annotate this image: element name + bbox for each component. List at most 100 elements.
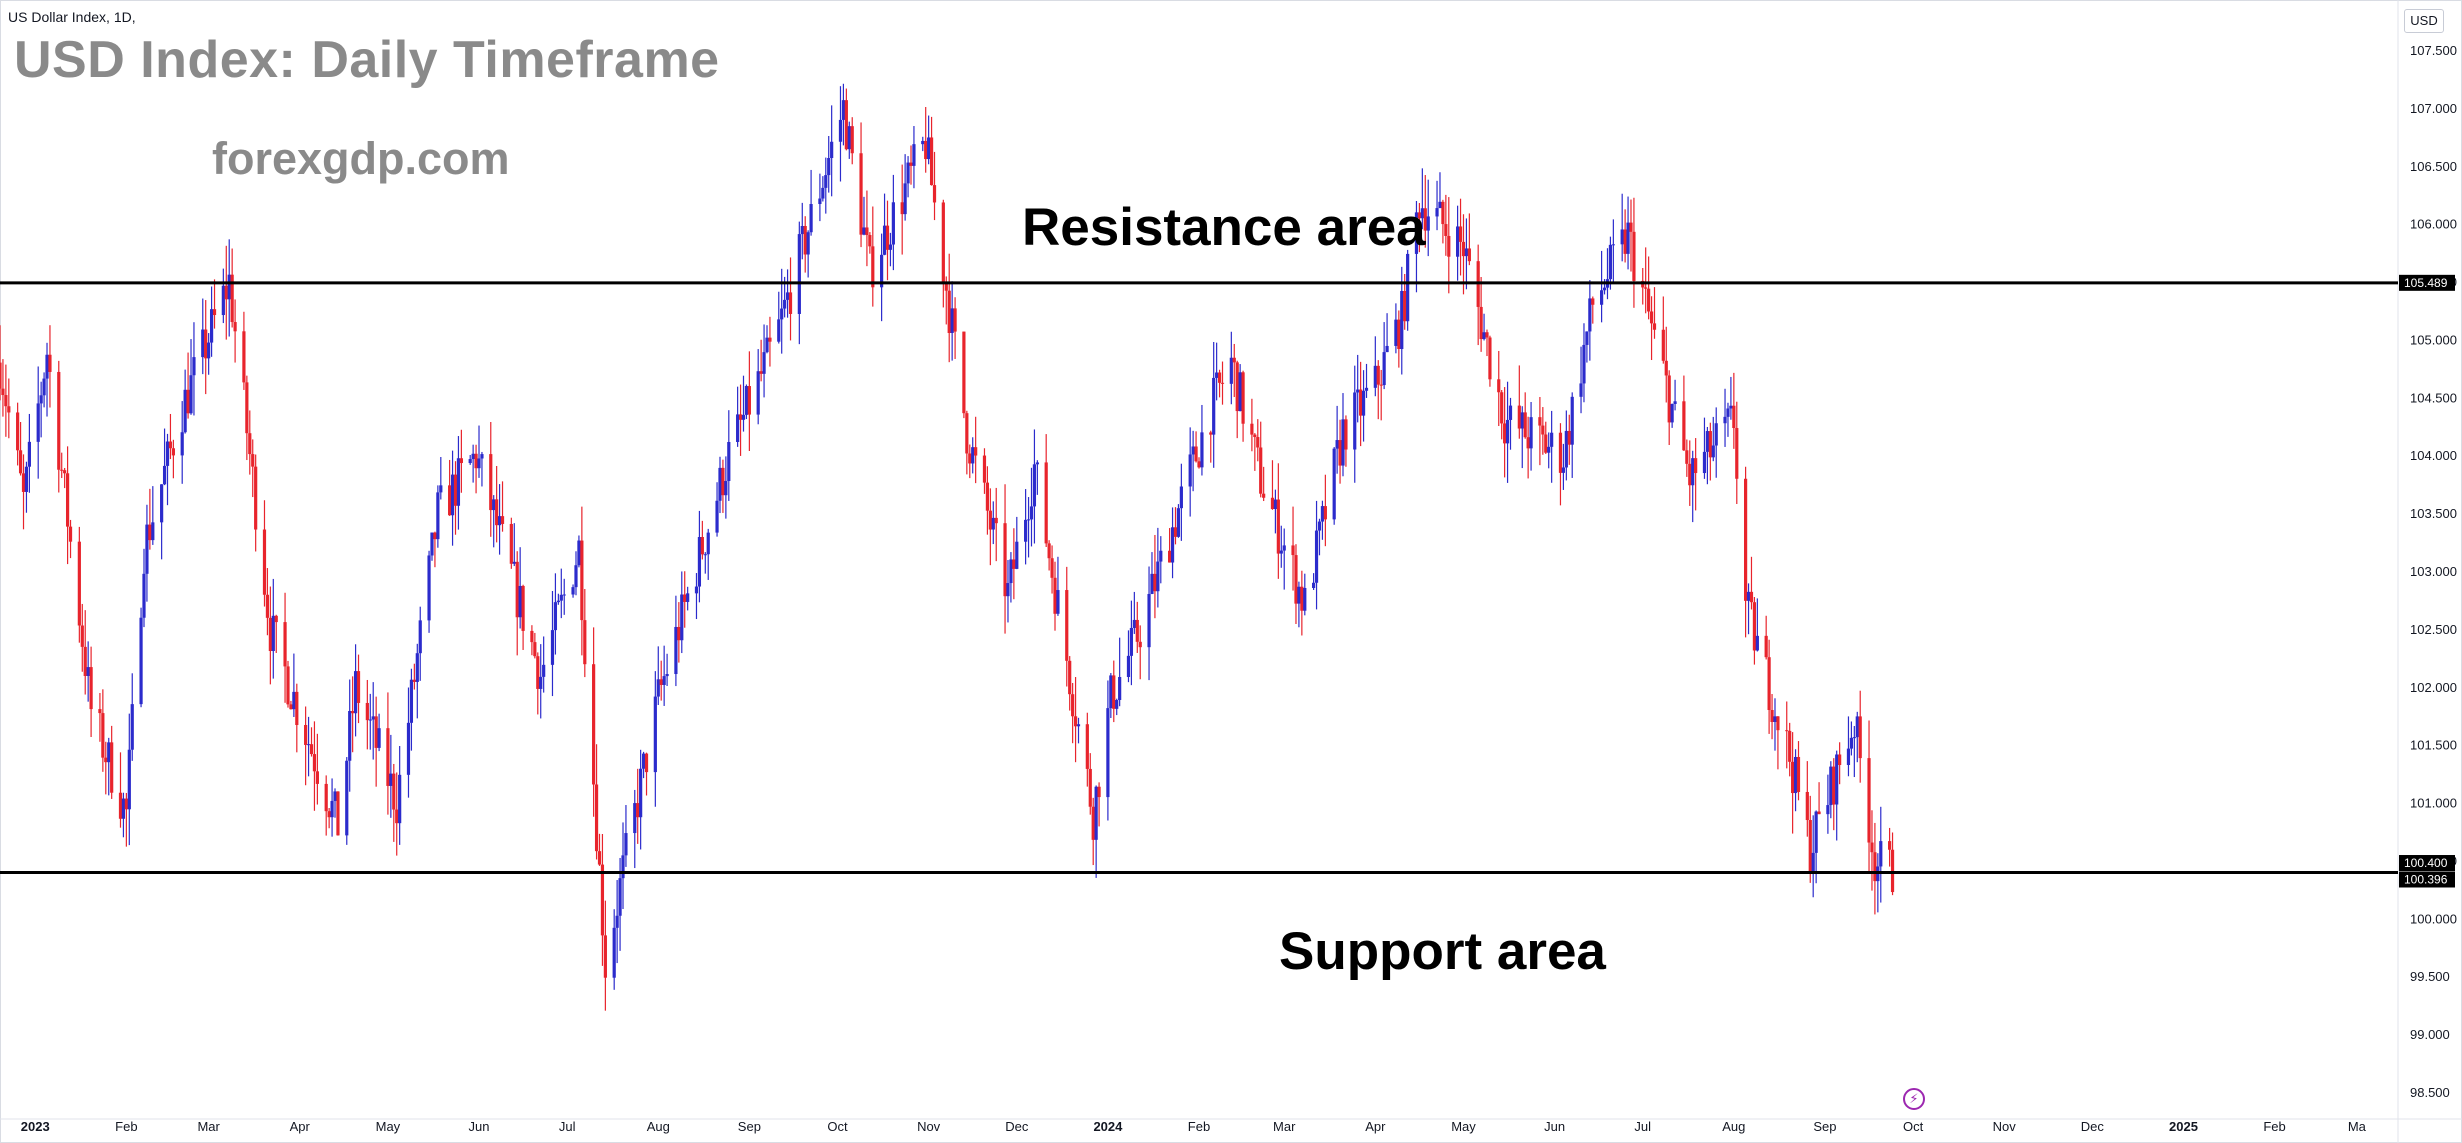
candle-body <box>821 187 825 199</box>
candle-body <box>1723 416 1727 424</box>
candle-body <box>844 100 848 150</box>
candle-body <box>0 362 2 389</box>
candle-body <box>471 453 475 460</box>
candle-body <box>1670 403 1674 423</box>
candle-body <box>233 322 237 332</box>
candle-body <box>1796 756 1801 792</box>
candle-body <box>89 667 93 710</box>
candle-body <box>371 716 375 720</box>
candle-body <box>415 653 419 682</box>
support-price-badge-bg <box>2399 871 2455 888</box>
y-tick-label: 107.500 <box>2410 43 2457 58</box>
candle-body <box>1312 582 1316 588</box>
candle-body <box>204 329 208 359</box>
watermark: forexgdp.com <box>212 133 510 184</box>
candle-body <box>756 371 760 415</box>
y-tick-label: 101.000 <box>2410 796 2457 811</box>
candle-body <box>744 386 749 415</box>
symbol-label[interactable]: US Dollar Index, 1D, <box>8 9 136 25</box>
candle-body <box>1420 208 1424 219</box>
x-tick-label: 2024 <box>1093 1119 1123 1134</box>
candle-body <box>98 709 102 714</box>
candle-body <box>1517 405 1521 429</box>
candle-body <box>148 524 152 541</box>
candle-body <box>1209 432 1213 435</box>
candle-body <box>1417 212 1422 219</box>
candle-body <box>1029 506 1034 520</box>
candle-body <box>715 500 719 533</box>
candle-body <box>1791 761 1795 794</box>
candle-body <box>1838 754 1842 766</box>
candle-body <box>439 485 443 493</box>
candle-body <box>1485 332 1489 338</box>
candle-body <box>1702 451 1707 474</box>
y-tick-label: 107.000 <box>2410 101 2457 116</box>
x-tick-label: May <box>1451 1119 1476 1134</box>
candle-body <box>1282 545 1286 551</box>
candle-body <box>947 290 951 333</box>
candle-body <box>1273 499 1278 509</box>
candle-body <box>1 388 5 396</box>
lightning-event-icon[interactable]: ⚡ <box>1903 1088 1925 1110</box>
candle-body <box>248 433 252 455</box>
candle-body <box>806 232 810 255</box>
candle-body <box>1003 523 1007 597</box>
candle-body <box>480 454 484 459</box>
candle-body <box>1170 527 1175 563</box>
candle-body <box>1262 493 1266 498</box>
candle-body <box>1441 201 1445 225</box>
candle-body <box>700 537 704 555</box>
candle-body <box>1755 635 1759 651</box>
candle-body <box>1585 331 1589 345</box>
y-tick-label: 103.000 <box>2410 564 2457 579</box>
y-tick-label: 103.500 <box>2410 506 2457 521</box>
candle-body <box>536 656 540 689</box>
candle-body <box>868 235 872 247</box>
candle-body <box>77 541 81 626</box>
candle-body <box>1112 675 1116 709</box>
candle-body <box>765 337 769 353</box>
candle-body <box>495 499 499 526</box>
support-annotation: Support area <box>1279 922 1606 981</box>
candle-body <box>1849 737 1853 749</box>
candle-body <box>562 594 566 596</box>
candle-body <box>1235 362 1239 412</box>
candle-body <box>530 630 534 643</box>
y-tick-label: 100.000 <box>2410 911 2457 926</box>
candle-body <box>142 573 146 618</box>
x-tick-label: Oct <box>1903 1119 1924 1134</box>
candle-body <box>1006 583 1010 597</box>
candle-body <box>1788 730 1792 762</box>
candle-body <box>612 927 616 978</box>
candle-body <box>183 389 187 433</box>
candle-body <box>1156 561 1160 592</box>
candle-body <box>1050 558 1054 578</box>
currency-badge[interactable]: USD <box>2404 9 2444 33</box>
x-tick-label: Jun <box>1544 1119 1565 1134</box>
candle-body <box>809 204 813 233</box>
candle-body <box>459 458 463 464</box>
y-tick-label: 106.000 <box>2410 217 2457 232</box>
candle-body <box>1870 842 1874 853</box>
candle-body <box>859 153 863 235</box>
candle-body <box>1888 841 1892 850</box>
candle-body <box>841 100 846 120</box>
candle-body <box>1588 298 1592 332</box>
candle-body <box>104 757 108 763</box>
y-tick-label: 98.500 <box>2410 1085 2450 1100</box>
x-tick-label: Aug <box>1722 1119 1745 1134</box>
candle-body <box>1729 405 1733 409</box>
candle-body <box>1694 458 1698 474</box>
candle-body <box>1091 806 1095 840</box>
candle-body <box>1632 231 1636 281</box>
candle-body <box>1323 506 1327 520</box>
candle-body <box>1558 432 1563 473</box>
candle-body <box>1135 619 1139 642</box>
y-tick-label: 104.500 <box>2410 390 2457 405</box>
x-tick-label: Sep <box>738 1119 761 1134</box>
candle-body <box>1785 730 1789 732</box>
candle-body <box>1132 619 1136 628</box>
y-tick-label: 102.500 <box>2410 622 2457 637</box>
candle-body <box>395 809 399 824</box>
